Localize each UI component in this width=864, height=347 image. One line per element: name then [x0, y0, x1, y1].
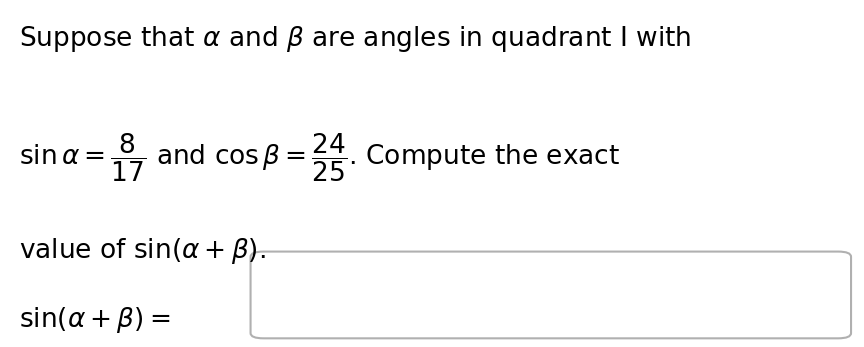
Text: Suppose that $\alpha$ and $\beta$ are angles in quadrant I with: Suppose that $\alpha$ and $\beta$ are an… — [19, 24, 691, 54]
Text: value of $\sin(\alpha + \beta)$.: value of $\sin(\alpha + \beta)$. — [19, 236, 266, 266]
FancyBboxPatch shape — [251, 252, 851, 338]
Text: $\sin\alpha = \dfrac{8}{17}$ and $\cos\beta = \dfrac{24}{25}$. Compute the exact: $\sin\alpha = \dfrac{8}{17}$ and $\cos\b… — [19, 132, 620, 184]
Text: $\sin(\alpha + \beta){=}$: $\sin(\alpha + \beta){=}$ — [19, 305, 170, 335]
